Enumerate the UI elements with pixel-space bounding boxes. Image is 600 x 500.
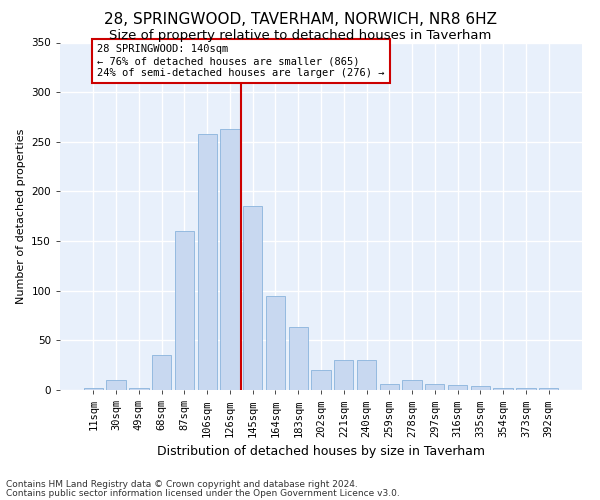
Bar — [243, 206, 262, 390]
Bar — [539, 388, 558, 390]
Bar — [311, 370, 331, 390]
Bar — [266, 296, 285, 390]
Y-axis label: Number of detached properties: Number of detached properties — [16, 128, 26, 304]
Bar — [516, 388, 536, 390]
Bar — [175, 231, 194, 390]
Bar — [470, 386, 490, 390]
Bar — [334, 360, 353, 390]
Text: 28, SPRINGWOOD, TAVERHAM, NORWICH, NR8 6HZ: 28, SPRINGWOOD, TAVERHAM, NORWICH, NR8 6… — [104, 12, 497, 28]
Text: 28 SPRINGWOOD: 140sqm
← 76% of detached houses are smaller (865)
24% of semi-det: 28 SPRINGWOOD: 140sqm ← 76% of detached … — [97, 44, 385, 78]
Bar — [197, 134, 217, 390]
Bar — [129, 388, 149, 390]
Bar — [289, 328, 308, 390]
Bar — [220, 129, 239, 390]
Bar — [106, 380, 126, 390]
X-axis label: Distribution of detached houses by size in Taverham: Distribution of detached houses by size … — [157, 445, 485, 458]
Bar — [84, 388, 103, 390]
Text: Size of property relative to detached houses in Taverham: Size of property relative to detached ho… — [109, 29, 491, 42]
Bar — [152, 355, 172, 390]
Bar — [357, 360, 376, 390]
Bar — [403, 380, 422, 390]
Bar — [425, 384, 445, 390]
Bar — [380, 384, 399, 390]
Text: Contains public sector information licensed under the Open Government Licence v3: Contains public sector information licen… — [6, 488, 400, 498]
Bar — [448, 385, 467, 390]
Text: Contains HM Land Registry data © Crown copyright and database right 2024.: Contains HM Land Registry data © Crown c… — [6, 480, 358, 489]
Bar — [493, 388, 513, 390]
